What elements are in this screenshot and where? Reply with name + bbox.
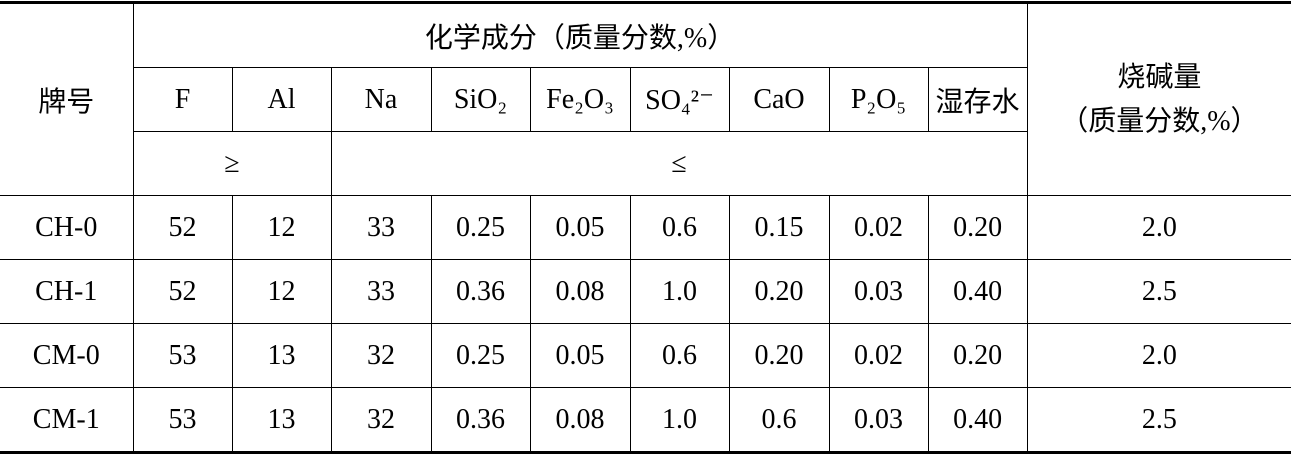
value-cell: 53 bbox=[132, 323, 233, 388]
value-cell: 32 bbox=[330, 323, 432, 388]
column-header: F bbox=[133, 67, 233, 132]
column-row: F Al Na SiO₂ Fe₂O₃ SO₄²⁻ CaO P₂O₅ 湿存水 bbox=[0, 67, 1291, 132]
brand-cell: CH-1 bbox=[0, 259, 134, 324]
value-cell: 0.6 bbox=[629, 323, 730, 388]
brand-cell: CM-0 bbox=[0, 323, 134, 388]
column-header: Fe₂O₃ bbox=[529, 67, 631, 132]
value-cell: 0.05 bbox=[529, 195, 631, 260]
value-cell: 0.36 bbox=[430, 259, 531, 324]
column-header: Al bbox=[231, 67, 332, 132]
value-cell: 2.5 bbox=[1026, 259, 1291, 324]
value-cell: 0.20 bbox=[927, 195, 1028, 260]
value-cell: 2.0 bbox=[1026, 195, 1291, 260]
value-cell: 0.40 bbox=[927, 259, 1028, 324]
header-row: 牌号 化学成分（质量分数,%） 烧碱量 （质量分数,%） bbox=[0, 2, 1291, 196]
value-cell: 0.08 bbox=[529, 387, 631, 453]
value-cell: 52 bbox=[132, 195, 233, 260]
column-header: CaO bbox=[728, 67, 830, 132]
column-header: 湿存水 bbox=[927, 67, 1028, 132]
value-cell: 33 bbox=[330, 259, 432, 324]
data-row: CH-0 52 12 33 0.25 0.05 0.6 0.15 0.02 0.20 2.0 bbox=[0, 195, 1291, 260]
value-cell: 0.15 bbox=[728, 195, 830, 260]
value-cell: 0.05 bbox=[529, 323, 631, 388]
data-row: CM-0 53 13 32 0.25 0.05 0.6 0.20 0.02 0.20 2.0 bbox=[0, 323, 1291, 388]
value-cell: 1.0 bbox=[629, 387, 730, 453]
value-cell: 12 bbox=[231, 195, 332, 260]
brand-cell: CM-1 bbox=[0, 387, 134, 453]
value-cell: 0.20 bbox=[728, 259, 830, 324]
value-cell: 0.6 bbox=[728, 387, 830, 453]
value-cell: 33 bbox=[330, 195, 432, 260]
brand-header: 牌号 bbox=[0, 2, 134, 196]
value-cell: 2.0 bbox=[1026, 323, 1291, 388]
value-cell: 0.08 bbox=[529, 259, 631, 324]
value-cell: 0.02 bbox=[828, 323, 929, 388]
value-cell: 0.20 bbox=[728, 323, 830, 388]
value-cell: 0.02 bbox=[828, 195, 929, 260]
value-cell: 13 bbox=[231, 387, 332, 453]
value-cell: 0.36 bbox=[430, 387, 531, 453]
value-cell: 0.40 bbox=[927, 387, 1028, 453]
value-cell: 52 bbox=[132, 259, 233, 324]
loss-header: 烧碱量 （质量分数,%） bbox=[1026, 2, 1291, 196]
loss-title: 烧碱量 bbox=[1117, 61, 1202, 93]
value-cell: 0.20 bbox=[927, 323, 1028, 388]
column-header: SiO₂ bbox=[430, 67, 531, 132]
value-cell: 13 bbox=[231, 323, 332, 388]
value-cell: 0.6 bbox=[629, 195, 730, 260]
min-mark: ≥ bbox=[133, 131, 332, 196]
value-cell: 53 bbox=[132, 387, 233, 453]
column-header: Na bbox=[330, 67, 432, 132]
value-cell: 1.0 bbox=[629, 259, 730, 324]
limit-row: ≥ ≤ bbox=[0, 131, 1291, 196]
value-cell: 0.03 bbox=[828, 387, 929, 453]
value-cell: 0.25 bbox=[430, 323, 531, 388]
group-header: 化学成分（质量分数,%） bbox=[132, 2, 1028, 68]
column-header: SO₄²⁻ bbox=[629, 67, 730, 132]
value-cell: 0.25 bbox=[430, 195, 531, 260]
data-row: CH-1 52 12 33 0.36 0.08 1.0 0.20 0.03 0.40 2.5 bbox=[0, 259, 1291, 324]
value-cell: 0.03 bbox=[828, 259, 929, 324]
data-table: 牌号 化学成分（质量分数,%） 烧碱量 （质量分数,%） F Al Na SiO₂ Fe… bbox=[0, 1, 1291, 454]
loss-unit: （质量分数,%） bbox=[1060, 105, 1259, 137]
value-cell: 2.5 bbox=[1026, 387, 1291, 453]
data-row: CM-1 53 13 32 0.36 0.08 1.0 0.6 0.03 0.40 2.5 bbox=[0, 387, 1291, 453]
brand-cell: CH-0 bbox=[0, 195, 134, 260]
max-mark: ≤ bbox=[330, 131, 1028, 196]
value-cell: 32 bbox=[330, 387, 432, 453]
value-cell: 12 bbox=[231, 259, 332, 324]
column-header: P₂O₅ bbox=[828, 67, 929, 132]
